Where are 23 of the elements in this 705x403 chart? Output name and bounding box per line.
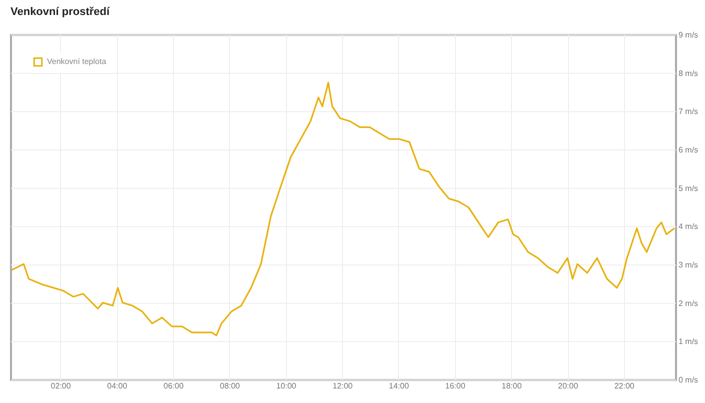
x-tick-label: 14:00 — [388, 382, 410, 390]
y2-tick-label: 3 m/s — [678, 260, 698, 270]
x-tick-label: 02:00 — [50, 382, 72, 390]
legend-label: Venkovní teplota — [47, 57, 107, 66]
x-tick-label: 12:00 — [332, 382, 354, 390]
x-tick-label: 20:00 — [558, 382, 579, 390]
x-tick-label: 08:00 — [220, 382, 240, 390]
y2-tick-label: 4 m/s — [678, 222, 698, 232]
y2-tick-label: 0 m/s — [678, 376, 698, 384]
x-tick-label: 16:00 — [445, 382, 466, 390]
y2-tick-label: 7 m/s — [678, 107, 698, 116]
y2-tick-label: 5 m/s — [678, 184, 698, 193]
x-tick-label: 06:00 — [164, 382, 184, 390]
y2-tick-label: 1 m/s — [678, 337, 698, 346]
y2-tick-label: 8 m/s — [678, 68, 698, 78]
y2-tick-label: 9 m/s — [678, 30, 698, 40]
x-tick-label: 10:00 — [276, 382, 297, 390]
x-tick-label: 22:00 — [614, 382, 635, 390]
y2-tick-label: 2 m/s — [678, 298, 698, 308]
chart-title: Venkovní prostředí — [10, 6, 110, 18]
x-tick-label: 04:00 — [107, 382, 128, 390]
y2-tick-label: 6 m/s — [678, 146, 698, 154]
x-tick-label: 18:00 — [502, 382, 522, 390]
